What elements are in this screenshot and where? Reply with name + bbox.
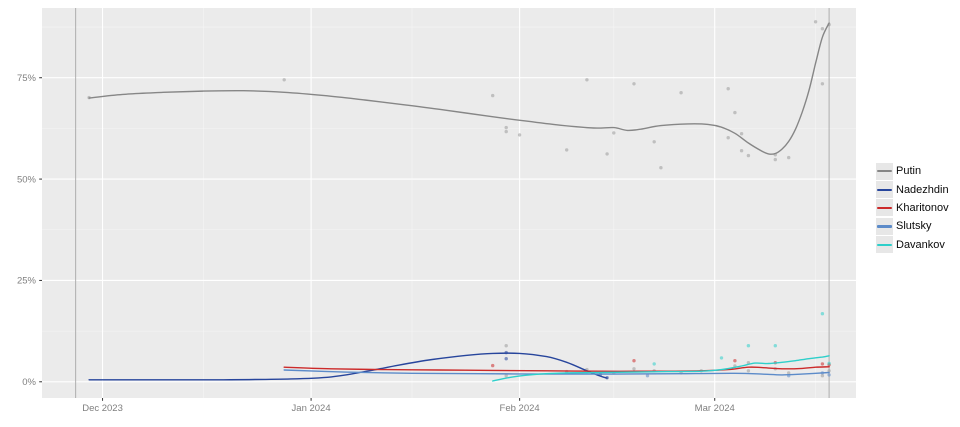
poll-point bbox=[504, 125, 508, 130]
poll-point bbox=[746, 153, 751, 158]
y-axis-tick-label: 50% bbox=[17, 174, 37, 185]
poll-point bbox=[565, 148, 569, 152]
poll-point bbox=[787, 371, 791, 375]
poll-point bbox=[813, 20, 818, 24]
legend-label: Putin bbox=[896, 165, 922, 178]
series-line-nadezhdin bbox=[88, 352, 608, 381]
poll-point bbox=[726, 87, 730, 91]
legend-key-line-icon bbox=[877, 225, 892, 228]
poll-point bbox=[726, 136, 730, 140]
poll-point bbox=[787, 155, 791, 160]
legend-key-line-icon bbox=[877, 170, 892, 173]
y-axis-tick-label: 25% bbox=[17, 276, 37, 287]
plot-panel bbox=[42, 8, 856, 398]
poll-point bbox=[504, 129, 508, 134]
legend-entry-davankov: Davankov bbox=[876, 236, 949, 254]
legend-label: Davankov bbox=[896, 238, 945, 251]
poll-point bbox=[605, 152, 609, 156]
x-axis-tick-label: Feb 2024 bbox=[500, 403, 540, 414]
legend-key-davankov bbox=[876, 236, 893, 254]
poll-point bbox=[746, 369, 751, 373]
legend-key-slutsky bbox=[876, 217, 893, 235]
poll-point bbox=[632, 359, 636, 363]
poll-point bbox=[491, 93, 495, 98]
poll-point bbox=[827, 369, 831, 373]
poll-point bbox=[645, 374, 650, 378]
series-points-kharitonov bbox=[491, 359, 831, 368]
legend-key-nadezhdin bbox=[876, 181, 893, 199]
axis-tick-marks bbox=[39, 77, 716, 401]
y-axis-tick-label: 75% bbox=[17, 73, 37, 84]
poll-point bbox=[652, 140, 656, 144]
poll-point bbox=[773, 157, 777, 162]
poll-point bbox=[746, 344, 751, 348]
poll-point bbox=[679, 91, 683, 95]
poll-point bbox=[733, 359, 737, 363]
series-line-putin bbox=[88, 22, 830, 155]
poll-point bbox=[659, 166, 663, 170]
poll-point bbox=[585, 78, 589, 82]
poll-point bbox=[612, 131, 616, 135]
poll-point bbox=[282, 78, 286, 82]
poll-point bbox=[739, 132, 744, 136]
poll-point bbox=[820, 27, 825, 31]
poll-point bbox=[820, 362, 825, 366]
legend: Putin Nadezhdin Kharitonov Slutsky Davankov bbox=[876, 162, 949, 254]
legend-entry-slutsky: Slutsky bbox=[876, 217, 949, 235]
poll-point bbox=[632, 367, 636, 371]
poll-point bbox=[827, 361, 831, 366]
poll-point bbox=[504, 357, 508, 361]
x-axis-tick-label: Mar 2024 bbox=[695, 403, 735, 414]
legend-key-line-icon bbox=[877, 206, 892, 210]
legend-entry-nadezhdin: Nadezhdin bbox=[876, 180, 949, 199]
legend-key-line-icon bbox=[877, 243, 892, 246]
poll-point bbox=[517, 133, 522, 137]
gridlines-minor bbox=[42, 8, 856, 398]
legend-key-putin bbox=[876, 162, 893, 180]
gridlines-major bbox=[42, 8, 856, 398]
x-axis-tick-label: Jan 2024 bbox=[292, 403, 331, 414]
y-axis-tick-label: 0% bbox=[22, 377, 36, 388]
series-line-davankov bbox=[492, 355, 830, 382]
legend-key-line-icon bbox=[877, 188, 892, 191]
poll-point bbox=[820, 312, 825, 316]
legend-label: Slutsky bbox=[896, 220, 932, 233]
legend-label: Nadezhdin bbox=[896, 183, 949, 196]
poll-point bbox=[504, 374, 508, 378]
x-axis-tick-label: Dec 2023 bbox=[82, 403, 123, 414]
legend-label: Kharitonov bbox=[896, 201, 949, 214]
poll-point bbox=[504, 344, 508, 348]
poll-point bbox=[491, 363, 495, 368]
poll-point bbox=[733, 110, 737, 115]
poll-point bbox=[820, 82, 825, 86]
poll-point bbox=[632, 82, 636, 86]
poll-point bbox=[719, 356, 724, 360]
poll-point bbox=[773, 344, 777, 348]
poll-point bbox=[652, 362, 656, 366]
legend-entry-kharitonov: Kharitonov bbox=[876, 199, 949, 217]
poll-point bbox=[820, 374, 825, 378]
legend-key-kharitonov bbox=[876, 199, 893, 217]
poll-point bbox=[827, 373, 831, 377]
legend-entry-putin: Putin bbox=[876, 162, 949, 180]
series-line-slutsky bbox=[283, 369, 830, 376]
poll-point bbox=[739, 149, 744, 153]
